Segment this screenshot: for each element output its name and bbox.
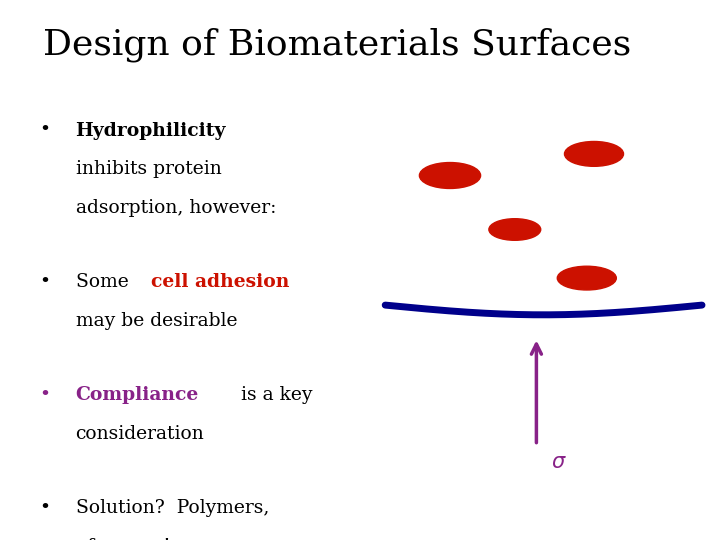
Text: $\sigma$: $\sigma$ [551, 451, 567, 472]
Text: Some: Some [76, 273, 135, 291]
Text: may be desirable: may be desirable [76, 312, 237, 330]
Text: cell adhesion: cell adhesion [151, 273, 289, 291]
Text: Design of Biomaterials Surfaces: Design of Biomaterials Surfaces [43, 27, 631, 62]
Text: adsorption, however:: adsorption, however: [76, 199, 276, 217]
Text: •: • [40, 499, 50, 517]
Ellipse shape [489, 219, 541, 240]
Text: •: • [40, 386, 50, 404]
Text: inhibits protein: inhibits protein [76, 160, 221, 178]
Text: is a key: is a key [235, 386, 312, 404]
Text: of course!: of course! [76, 538, 170, 540]
Text: Solution?  Polymers,: Solution? Polymers, [76, 499, 269, 517]
Text: •: • [40, 122, 50, 139]
Text: Compliance: Compliance [76, 386, 199, 404]
Text: •: • [40, 273, 50, 291]
Text: Hydrophilicity: Hydrophilicity [76, 122, 226, 139]
Ellipse shape [564, 141, 624, 166]
Text: consideration: consideration [76, 425, 204, 443]
Ellipse shape [419, 163, 481, 188]
Ellipse shape [557, 266, 616, 290]
